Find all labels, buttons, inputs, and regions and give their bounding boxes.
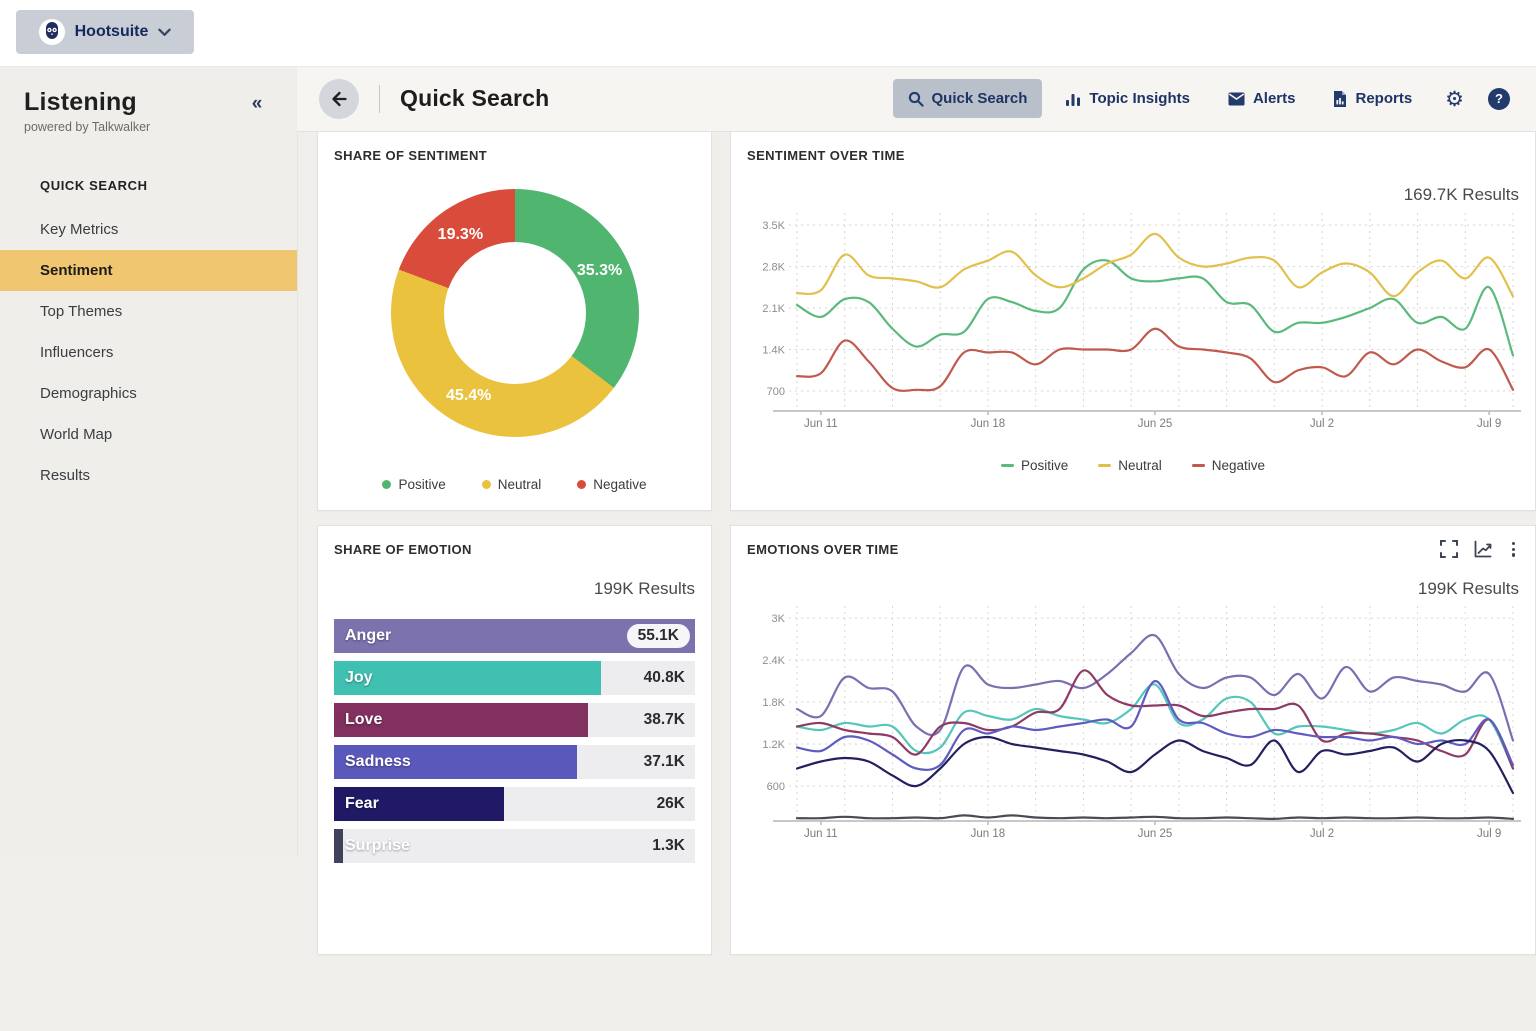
svg-text:2.8K: 2.8K bbox=[762, 262, 785, 274]
sidebar-item-influencers[interactable]: Influencers bbox=[0, 332, 297, 373]
legend-negative[interactable]: Negative bbox=[1192, 458, 1265, 473]
sentiment-legend: Positive Neutral Negative bbox=[747, 458, 1519, 473]
sidebar: Listening powered by Talkwalker « QUICK … bbox=[0, 66, 298, 855]
envelope-icon bbox=[1228, 92, 1245, 106]
legend-negative[interactable]: Negative bbox=[577, 477, 646, 492]
svg-text:1.2K: 1.2K bbox=[762, 739, 785, 751]
header-divider bbox=[379, 85, 380, 113]
more-options-icon[interactable] bbox=[1508, 540, 1519, 559]
brand-label: Hootsuite bbox=[75, 23, 149, 41]
dashboard-content: SHARE OF SENTIMENT 35.3% 45.4% 19.3% Posit… bbox=[297, 131, 1536, 1031]
main-header: Quick Search Quick Search Topic Insights… bbox=[297, 66, 1536, 132]
sidebar-item-top-themes[interactable]: Top Themes bbox=[0, 291, 297, 332]
svg-text:Jun 18: Jun 18 bbox=[971, 418, 1006, 430]
sentiment-over-time-panel: SENTIMENT OVER TIME 169.7K Results 3.5K 2… bbox=[730, 131, 1536, 511]
product-subtitle: powered by Talkwalker bbox=[24, 120, 273, 134]
svg-text:1.8K: 1.8K bbox=[762, 697, 785, 709]
results-count: 169.7K Results bbox=[747, 185, 1519, 205]
panel-title: SHARE OF EMOTION bbox=[334, 542, 695, 557]
emotions-line-chart[interactable]: 3K 2.4K 1.8K 1.2K 600 Jun 11 Jun 18 Jun 25 Jul 2… bbox=[747, 599, 1521, 859]
results-count: 199K Results bbox=[747, 579, 1519, 599]
donut-slice-label: 45.4% bbox=[446, 387, 491, 405]
emotion-bar-love[interactable]: Love 38.7K bbox=[334, 703, 695, 737]
product-title: Listening bbox=[24, 88, 273, 117]
donut-slice-label: 19.3% bbox=[438, 226, 483, 244]
svg-text:Jun 18: Jun 18 bbox=[971, 828, 1006, 840]
sentiment-line-chart[interactable]: 3.5K 2.8K 2.1K 1.4K 700 Jun 11 Jun 18 Jun 25 Jul… bbox=[747, 205, 1521, 445]
top-bar: Hootsuite bbox=[0, 0, 1536, 67]
emotion-bar-fear[interactable]: Fear 26K bbox=[334, 787, 695, 821]
sentiment-donut-chart[interactable]: 35.3% 45.4% 19.3% bbox=[391, 189, 639, 437]
panel-title: SENTIMENT OVER TIME bbox=[747, 148, 1519, 163]
legend-positive[interactable]: Positive bbox=[382, 477, 445, 492]
legend-neutral[interactable]: Neutral bbox=[482, 477, 542, 492]
hootsuite-owl-icon bbox=[39, 19, 65, 45]
emotion-bar-surprise[interactable]: Surprise 1.3K bbox=[334, 829, 695, 863]
bar-chart-icon bbox=[1065, 91, 1081, 107]
sidebar-section-label: QUICK SEARCH bbox=[0, 168, 297, 209]
emotion-bar-chart: Anger 55.1K Joy 40.8K Love 38.7K Sadness… bbox=[334, 619, 695, 863]
svg-text:700: 700 bbox=[767, 386, 785, 398]
emotion-bar-sadness[interactable]: Sadness 37.1K bbox=[334, 745, 695, 779]
collapse-sidebar-button[interactable]: « bbox=[243, 90, 271, 118]
share-of-emotion-panel: SHARE OF EMOTION 199K Results Anger 55.1… bbox=[317, 525, 712, 955]
sidebar-nav: QUICK SEARCH Key Metrics Sentiment Top T… bbox=[0, 168, 297, 496]
legend-neutral[interactable]: Neutral bbox=[1098, 458, 1162, 473]
svg-text:3K: 3K bbox=[772, 613, 786, 625]
back-arrow-icon bbox=[329, 89, 349, 109]
sidebar-item-results[interactable]: Results bbox=[0, 455, 297, 496]
help-icon[interactable]: ? bbox=[1488, 88, 1510, 110]
panel-actions bbox=[1440, 540, 1519, 559]
svg-text:Jul 2: Jul 2 bbox=[1310, 418, 1334, 430]
svg-text:Jun 25: Jun 25 bbox=[1138, 828, 1173, 840]
panel-title: SHARE OF SENTIMENT bbox=[334, 148, 695, 163]
report-icon bbox=[1333, 91, 1347, 107]
sidebar-item-key-metrics[interactable]: Key Metrics bbox=[0, 209, 297, 250]
fullscreen-icon[interactable] bbox=[1440, 540, 1458, 558]
nav-topic-insights-button[interactable]: Topic Insights bbox=[1050, 79, 1205, 118]
sidebar-item-world-map[interactable]: World Map bbox=[0, 414, 297, 455]
nav-reports-button[interactable]: Reports bbox=[1318, 79, 1427, 118]
search-icon bbox=[908, 91, 924, 107]
nav-alerts-button[interactable]: Alerts bbox=[1213, 79, 1311, 118]
donut-legend: Positive Neutral Negative bbox=[334, 477, 695, 494]
svg-text:Jun 11: Jun 11 bbox=[804, 418, 838, 430]
donut-slice-label: 35.3% bbox=[577, 262, 622, 280]
line-chart-icon[interactable] bbox=[1474, 540, 1492, 558]
share-of-sentiment-panel: SHARE OF SENTIMENT 35.3% 45.4% 19.3% Posit… bbox=[317, 131, 712, 511]
emotion-bar-anger[interactable]: Anger 55.1K bbox=[334, 619, 695, 653]
emotion-bar-joy[interactable]: Joy 40.8K bbox=[334, 661, 695, 695]
svg-text:3.5K: 3.5K bbox=[762, 220, 785, 232]
results-count: 199K Results bbox=[334, 579, 695, 599]
legend-positive[interactable]: Positive bbox=[1001, 458, 1068, 473]
settings-gear-icon[interactable]: ⚙ bbox=[1435, 81, 1474, 117]
panel-title: EMOTIONS OVER TIME bbox=[747, 542, 1519, 557]
nav-quick-search-button[interactable]: Quick Search bbox=[893, 79, 1043, 118]
svg-text:1.4K: 1.4K bbox=[762, 345, 785, 357]
svg-text:2.4K: 2.4K bbox=[762, 655, 785, 667]
header-nav: Quick Search Topic Insights Alerts Repor… bbox=[893, 79, 1536, 118]
svg-text:Jul 2: Jul 2 bbox=[1310, 828, 1334, 840]
svg-text:Jun 11: Jun 11 bbox=[804, 828, 838, 840]
hootsuite-org-menu-button[interactable]: Hootsuite bbox=[16, 10, 194, 54]
emotions-over-time-panel: EMOTIONS OVER TIME 199K Results 3K 2.4K 1.… bbox=[730, 525, 1536, 955]
chevron-down-icon bbox=[158, 28, 171, 37]
svg-text:Jun 25: Jun 25 bbox=[1138, 418, 1173, 430]
svg-text:Jul 9: Jul 9 bbox=[1477, 418, 1501, 430]
svg-text:2.1K: 2.1K bbox=[762, 303, 785, 315]
sidebar-item-sentiment[interactable]: Sentiment bbox=[0, 250, 297, 291]
svg-text:600: 600 bbox=[767, 781, 785, 793]
sidebar-item-demographics[interactable]: Demographics bbox=[0, 373, 297, 414]
page-title: Quick Search bbox=[400, 85, 549, 112]
back-button[interactable] bbox=[319, 79, 359, 119]
svg-text:Jul 9: Jul 9 bbox=[1477, 828, 1501, 840]
